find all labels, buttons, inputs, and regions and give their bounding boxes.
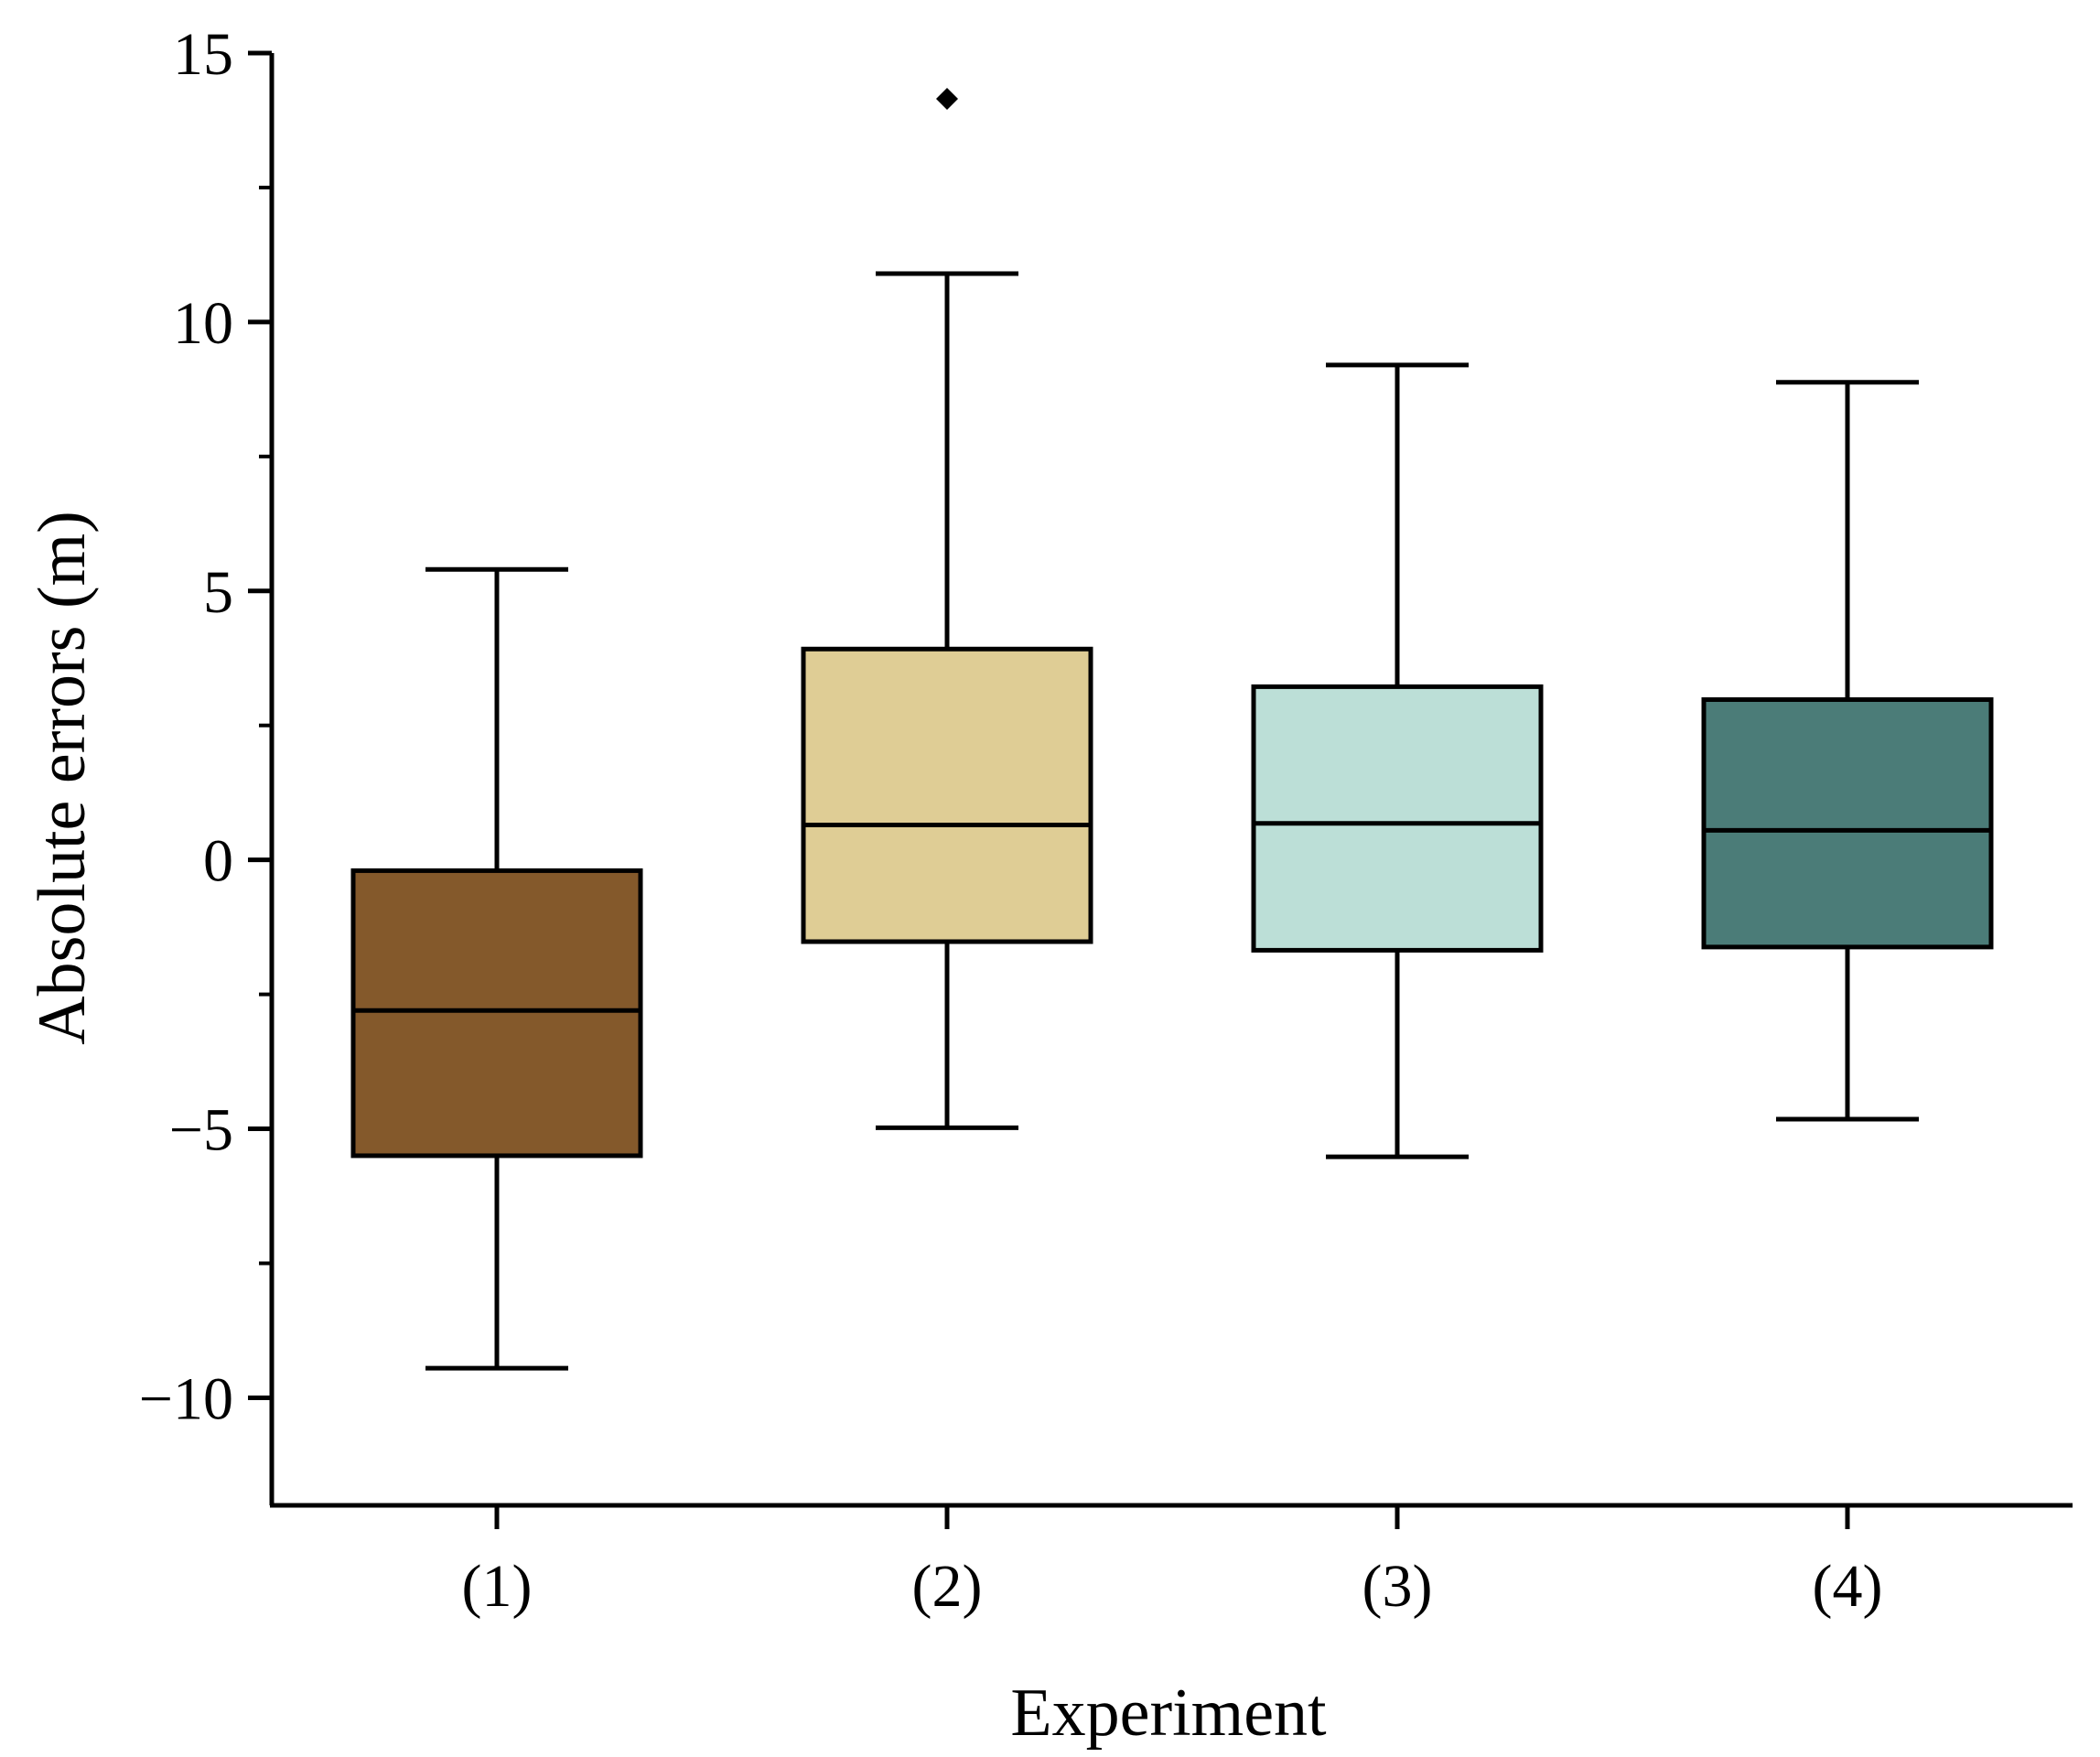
x-tick-label: (4) [1813,1553,1883,1620]
y-axis-title: Absolute errors (m) [25,511,100,1045]
box-group-2 [801,87,1093,1130]
y-tick-label: 5 [203,559,233,626]
outlier-point [936,87,958,110]
y-tick-label: −10 [139,1365,233,1432]
y-tick-label: 10 [173,290,233,357]
box-group-1 [350,566,643,1371]
y-tick-label: −5 [169,1097,233,1164]
box-group-4 [1701,380,1994,1122]
axes-layer: −10 −5 0 5 10 15 (1) (2) (3) (4) [139,21,2073,1620]
y-tick-label: 15 [173,21,233,88]
x-tick-label: (1) [462,1553,533,1620]
box-iqr [801,646,1093,944]
x-tick-label: (3) [1362,1553,1433,1620]
x-axis-title: Experiment [1010,1676,1327,1751]
box-iqr [350,868,643,1159]
boxes-layer [350,87,1994,1371]
box-iqr [1251,684,1544,953]
box-iqr [1701,697,1994,950]
box-group-3 [1251,362,1544,1159]
y-tick-label: 0 [203,828,233,895]
x-tick-label: (2) [912,1553,983,1620]
